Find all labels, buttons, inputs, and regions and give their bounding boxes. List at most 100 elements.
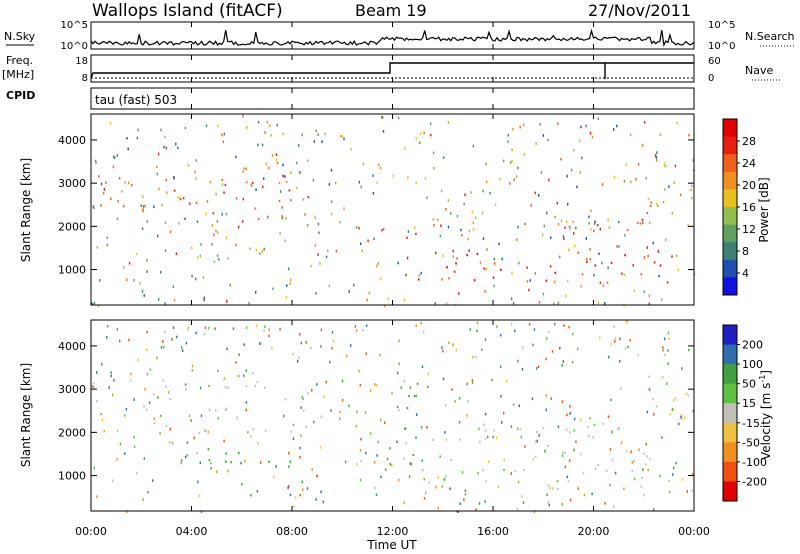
data-cell [526, 266, 528, 269]
data-cell [545, 408, 547, 412]
data-cell [580, 284, 582, 288]
data-cell [565, 294, 567, 298]
data-cell [467, 400, 469, 403]
data-cell [442, 377, 445, 381]
data-cell [420, 426, 423, 429]
data-cell [313, 140, 315, 143]
data-cell [534, 191, 536, 195]
data-cell [521, 367, 524, 371]
data-cell [136, 471, 138, 475]
data-cell [515, 238, 518, 241]
data-cell [304, 213, 306, 216]
data-cell [195, 177, 197, 180]
cpid-strip: CPID tau (fast) 503 [6, 87, 695, 110]
data-cell [547, 445, 550, 448]
data-cell [494, 262, 496, 265]
data-cell [665, 238, 667, 241]
data-cell [157, 396, 159, 399]
data-cell [185, 388, 187, 391]
data-cell [545, 394, 547, 397]
data-cell [164, 135, 166, 139]
velocity-colorbar-label: Velocity [m s-1] [758, 370, 773, 460]
data-cell [300, 341, 302, 345]
data-cell [245, 167, 247, 171]
data-cell [493, 429, 495, 432]
data-cell [369, 432, 372, 435]
colorbar-tick-label: 12 [742, 223, 756, 236]
data-cell [503, 469, 505, 472]
data-cell [641, 218, 644, 221]
data-cell [499, 177, 501, 181]
data-cell [191, 364, 194, 368]
colorbar-swatch [723, 277, 737, 296]
data-cell [621, 272, 623, 275]
data-cell [317, 253, 319, 256]
power-y-ticks: 4000 3000 2000 1000 [58, 134, 694, 277]
data-cell [563, 237, 565, 241]
data-cell [574, 244, 576, 248]
data-cell [358, 369, 360, 373]
data-cell [662, 201, 665, 204]
data-cell [360, 459, 362, 463]
data-cell [108, 386, 110, 389]
data-cell [672, 473, 674, 476]
data-cell [511, 148, 513, 151]
data-cell [142, 498, 144, 501]
colorbar-swatch [723, 422, 737, 443]
data-cell [129, 379, 132, 382]
data-cell [569, 405, 571, 408]
data-cell [381, 116, 383, 119]
data-cell [415, 181, 417, 185]
data-cell [614, 340, 616, 343]
colorbar-swatch [723, 171, 737, 190]
data-cell [283, 414, 285, 418]
data-cell [126, 278, 128, 282]
data-cell [175, 142, 177, 146]
x-tick-label: 00:00 [678, 525, 710, 538]
data-cell [133, 445, 136, 449]
data-cell [193, 436, 196, 440]
data-cell [293, 505, 295, 508]
data-cell [669, 413, 671, 416]
data-cell [406, 256, 409, 260]
data-cell [548, 503, 550, 507]
data-cell [153, 205, 155, 209]
data-cell [162, 379, 165, 382]
data-cell [165, 424, 168, 428]
data-cell [142, 195, 144, 199]
data-cell [250, 435, 252, 438]
data-cell [668, 490, 671, 494]
data-cell [623, 487, 625, 490]
data-cell [302, 198, 305, 201]
data-cell [476, 321, 479, 325]
data-cell [458, 420, 461, 424]
data-cell [437, 506, 439, 510]
colorbar-swatch [723, 136, 737, 155]
data-cell [160, 414, 162, 417]
data-cell [512, 403, 515, 406]
data-cell [356, 462, 358, 466]
data-cell [487, 460, 490, 463]
data-cell [124, 181, 126, 184]
data-cell [521, 495, 523, 498]
data-cell [517, 166, 519, 170]
data-cell [281, 215, 283, 218]
data-cell [348, 404, 350, 408]
data-cell [122, 205, 125, 208]
data-cell [662, 346, 664, 349]
data-cell [191, 369, 194, 372]
data-cell [618, 427, 620, 430]
data-cell [101, 418, 103, 421]
data-cell [358, 180, 361, 184]
data-cell [127, 147, 129, 151]
data-cell [229, 283, 231, 287]
data-cell [221, 178, 224, 182]
data-cell [354, 325, 357, 328]
data-cell [647, 468, 649, 472]
data-cell [365, 451, 367, 455]
data-cell [646, 455, 648, 458]
data-cell [343, 207, 345, 210]
data-cell [590, 209, 592, 213]
data-cell [305, 425, 308, 428]
data-cell [375, 264, 378, 268]
